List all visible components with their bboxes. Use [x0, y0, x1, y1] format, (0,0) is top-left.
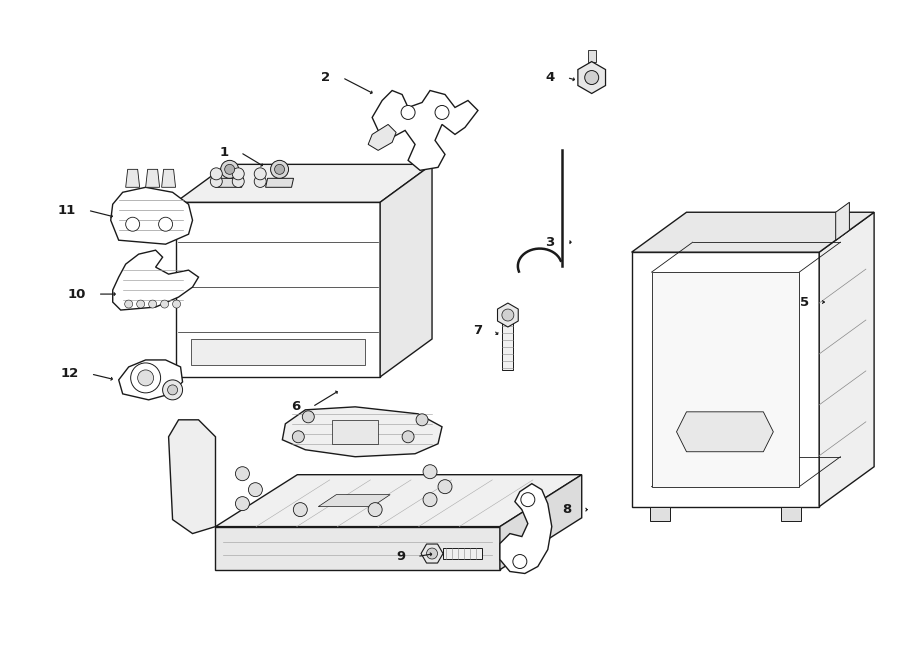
- Polygon shape: [500, 484, 552, 573]
- Circle shape: [248, 483, 263, 496]
- Polygon shape: [215, 475, 581, 526]
- Polygon shape: [146, 169, 159, 187]
- Circle shape: [173, 300, 181, 308]
- Circle shape: [292, 431, 304, 443]
- Circle shape: [435, 105, 449, 119]
- Circle shape: [302, 411, 314, 423]
- Text: 2: 2: [321, 71, 330, 84]
- Text: 9: 9: [396, 550, 405, 563]
- Circle shape: [126, 217, 140, 231]
- Circle shape: [225, 164, 235, 174]
- Text: 3: 3: [545, 236, 554, 249]
- Text: 10: 10: [68, 287, 86, 301]
- Polygon shape: [500, 475, 581, 570]
- Circle shape: [236, 496, 249, 510]
- Circle shape: [521, 493, 535, 506]
- Circle shape: [148, 300, 157, 308]
- Polygon shape: [677, 412, 773, 451]
- Polygon shape: [111, 187, 193, 244]
- Circle shape: [254, 168, 266, 180]
- Circle shape: [130, 363, 160, 393]
- Circle shape: [502, 309, 514, 321]
- Polygon shape: [283, 407, 442, 457]
- Polygon shape: [443, 548, 482, 559]
- Polygon shape: [632, 213, 874, 252]
- Polygon shape: [319, 495, 390, 506]
- Polygon shape: [373, 91, 478, 170]
- Polygon shape: [578, 62, 606, 93]
- Text: 4: 4: [545, 71, 554, 84]
- Polygon shape: [332, 420, 378, 444]
- Polygon shape: [215, 526, 500, 570]
- Circle shape: [167, 385, 177, 395]
- Polygon shape: [168, 420, 215, 534]
- Circle shape: [254, 175, 266, 187]
- Circle shape: [427, 548, 437, 559]
- Circle shape: [423, 465, 437, 479]
- Text: 11: 11: [58, 204, 76, 216]
- Polygon shape: [216, 178, 244, 187]
- Polygon shape: [380, 164, 432, 377]
- Polygon shape: [819, 213, 874, 506]
- Polygon shape: [781, 506, 801, 520]
- Circle shape: [158, 217, 173, 231]
- Circle shape: [274, 164, 284, 174]
- Circle shape: [236, 467, 249, 481]
- Circle shape: [293, 502, 307, 516]
- Polygon shape: [650, 506, 670, 520]
- Circle shape: [368, 502, 382, 516]
- Polygon shape: [368, 124, 396, 150]
- Text: 6: 6: [291, 401, 301, 413]
- Circle shape: [138, 370, 154, 386]
- Circle shape: [232, 175, 244, 187]
- Polygon shape: [112, 250, 199, 310]
- Circle shape: [211, 168, 222, 180]
- Text: 7: 7: [472, 324, 482, 336]
- Polygon shape: [191, 339, 365, 365]
- Circle shape: [160, 300, 168, 308]
- Polygon shape: [498, 303, 518, 327]
- Polygon shape: [836, 203, 850, 240]
- Circle shape: [401, 105, 415, 119]
- Polygon shape: [176, 203, 380, 377]
- Circle shape: [423, 493, 437, 506]
- Circle shape: [220, 160, 238, 178]
- Text: 12: 12: [60, 367, 79, 381]
- Polygon shape: [588, 50, 596, 62]
- Polygon shape: [266, 178, 293, 187]
- Circle shape: [416, 414, 428, 426]
- Polygon shape: [119, 360, 183, 400]
- Polygon shape: [162, 169, 176, 187]
- Polygon shape: [652, 272, 799, 487]
- Circle shape: [271, 160, 289, 178]
- Circle shape: [232, 168, 244, 180]
- Circle shape: [163, 380, 183, 400]
- Text: 8: 8: [562, 503, 572, 516]
- Circle shape: [513, 555, 526, 569]
- Circle shape: [402, 431, 414, 443]
- Polygon shape: [176, 164, 432, 203]
- Circle shape: [211, 175, 222, 187]
- Polygon shape: [502, 315, 513, 370]
- Circle shape: [125, 300, 132, 308]
- Polygon shape: [421, 544, 443, 563]
- Polygon shape: [632, 252, 819, 506]
- Circle shape: [137, 300, 145, 308]
- Text: 5: 5: [800, 295, 809, 308]
- Circle shape: [438, 480, 452, 494]
- Polygon shape: [126, 169, 140, 187]
- Circle shape: [585, 71, 598, 85]
- Text: 1: 1: [220, 146, 229, 159]
